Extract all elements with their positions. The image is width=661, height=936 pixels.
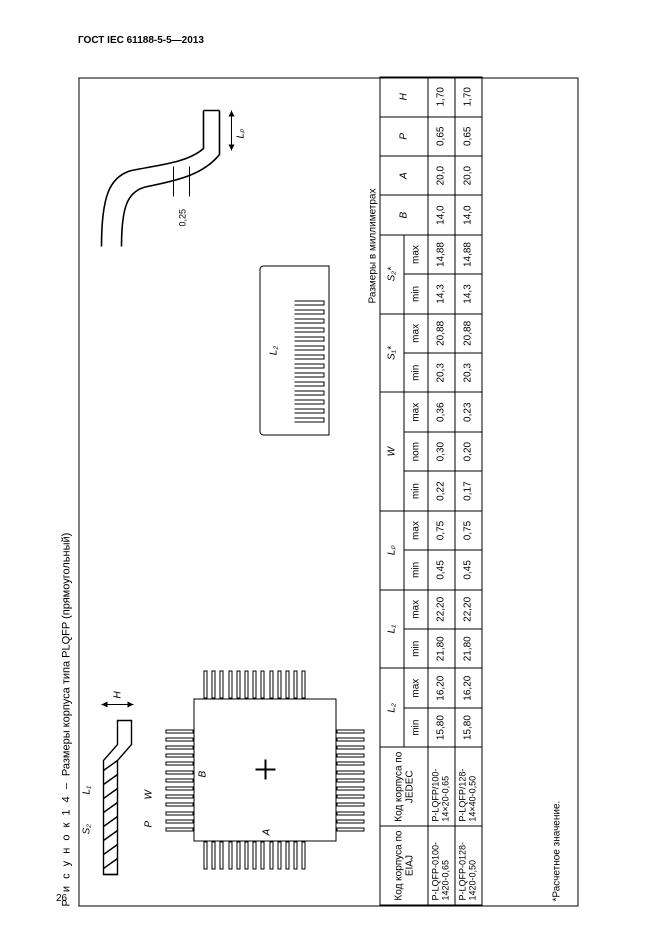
pins-top	[166, 725, 199, 831]
dim-L2: L₂	[269, 346, 280, 355]
cell: 0,23	[455, 393, 482, 432]
pins-bottom	[337, 725, 370, 831]
th-H: H	[380, 77, 428, 117]
package-body	[194, 699, 337, 842]
units-header: Размеры в миллиметрах	[368, 189, 379, 304]
th-min: min	[404, 629, 428, 668]
cell: 14,0	[455, 195, 482, 234]
cell: 0,36	[428, 393, 455, 432]
cell: 20,88	[428, 314, 455, 353]
cell: 0,30	[428, 432, 455, 471]
cell: 14,0	[428, 195, 455, 234]
th-Lp: Lₚ	[380, 511, 404, 590]
cell: 20,3	[455, 353, 482, 392]
th-L2: L₂	[380, 668, 404, 747]
cell: 20,3	[428, 353, 455, 392]
th-max: max	[404, 511, 428, 550]
cell: 16,20	[428, 668, 455, 707]
th-max: max	[404, 393, 428, 432]
cell: 1,70	[455, 77, 482, 117]
th-max: max	[404, 668, 428, 707]
cell: 14,3	[428, 274, 455, 313]
dimensions-table-wrap: Код корпуса по EIAJ Код корпуса по JEDEC…	[380, 77, 483, 906]
cell-jedec: P-LQFP/128-14×40-0,50	[455, 747, 482, 826]
table-body: P-LQFP-0100-1420-0,65 P-LQFP/100-14×20-0…	[428, 77, 482, 905]
cell: 0,45	[428, 550, 455, 589]
table-footnote: *Расчетное значение.	[552, 801, 600, 902]
dim-W: W	[144, 790, 155, 799]
figure-frame: H S₂ L₁ B A P	[79, 78, 579, 907]
dim-P: P	[144, 821, 155, 828]
cell-eiaj: P-LQFP-0100-1420-0,65	[428, 826, 455, 905]
cell: 15,80	[428, 708, 455, 747]
cell: 0,20	[455, 432, 482, 471]
package-topview-segment: L₂	[260, 266, 330, 436]
dim-025: 0,25	[178, 209, 188, 227]
cell: 0,17	[455, 471, 482, 510]
th-A: A	[380, 156, 428, 195]
th-S1: S₁*	[380, 314, 404, 393]
cell-jedec: P-LQFP/100-14×20-0,65	[428, 747, 455, 826]
dim-B: B	[198, 771, 209, 778]
cell: 20,0	[428, 156, 455, 195]
cell: 0,65	[428, 117, 455, 156]
cell: 15,80	[455, 708, 482, 747]
dim-L1: L₁	[82, 786, 93, 795]
cell: 22,20	[428, 590, 455, 629]
cell: 20,0	[455, 156, 482, 195]
cell: 14,3	[455, 274, 482, 313]
cell: 0,65	[455, 117, 482, 156]
th-W: W	[380, 393, 404, 511]
package-outline: B A P W	[158, 663, 373, 878]
dim-Lp: Lₚ	[236, 128, 247, 139]
comb-teeth	[295, 297, 330, 423]
dim-H: H	[113, 691, 124, 699]
cell: 0,22	[428, 471, 455, 510]
th-max: max	[404, 590, 428, 629]
center-mark-icon	[255, 760, 275, 780]
caption-text: Размеры корпуса типа PLQFP (прямоугольны…	[61, 533, 73, 776]
dimensions-table: Код корпуса по EIAJ Код корпуса по JEDEC…	[380, 77, 483, 906]
th-B: B	[380, 195, 428, 234]
th-jedec: Код корпуса по JEDEC	[380, 747, 428, 826]
cell: 0,75	[455, 511, 482, 550]
th-min: min	[404, 274, 428, 313]
cell: 21,80	[455, 629, 482, 668]
caption-prefix: Р и с у н о к 1 4 –	[61, 776, 73, 906]
cell: 14,88	[428, 235, 455, 274]
figure-rotated: Р и с у н о к 1 4 – Размеры корпуса типа…	[79, 78, 579, 907]
cell: 0,45	[455, 550, 482, 589]
lead-profile-small: H S₂ L₁	[94, 691, 152, 881]
th-P: P	[380, 117, 428, 156]
diagram-area: H S₂ L₁ B A P	[80, 77, 380, 906]
pins-left	[204, 842, 310, 870]
cell-eiaj: P-LQFP-0128-1420-0,50	[455, 826, 482, 905]
th-S2: S₂*	[380, 235, 404, 314]
dim-S2: S₂	[82, 824, 93, 834]
cell: 22,20	[455, 590, 482, 629]
doc-header: ГОСТ IEC 61188-5-5—2013	[78, 35, 204, 46]
figure-caption: Р и с у н о к 1 4 – Размеры корпуса типа…	[61, 533, 73, 907]
cell: 21,80	[428, 629, 455, 668]
th-min: min	[404, 708, 428, 747]
th-max: max	[404, 235, 428, 274]
th-min: min	[404, 550, 428, 589]
th-eiaj: Код корпуса по EIAJ	[380, 826, 428, 905]
cell: 14,88	[455, 235, 482, 274]
lead-detail: 0,25 Lₚ	[92, 107, 372, 507]
table-row: P-LQFP-0100-1420-0,65 P-LQFP/100-14×20-0…	[428, 77, 455, 905]
cell: 1,70	[428, 77, 455, 117]
th-L1: L₁	[380, 590, 404, 669]
cell: 16,20	[455, 668, 482, 707]
dim-A: A	[262, 829, 273, 836]
cell: 20,88	[455, 314, 482, 353]
cell: 0,75	[428, 511, 455, 550]
pins-right	[204, 671, 310, 699]
th-max: max	[404, 314, 428, 353]
th-min: min	[404, 471, 428, 510]
th-nom: nom	[404, 432, 428, 471]
table-row: P-LQFP-0128-1420-0,50 P-LQFP/128-14×40-0…	[455, 77, 482, 905]
th-min: min	[404, 353, 428, 392]
